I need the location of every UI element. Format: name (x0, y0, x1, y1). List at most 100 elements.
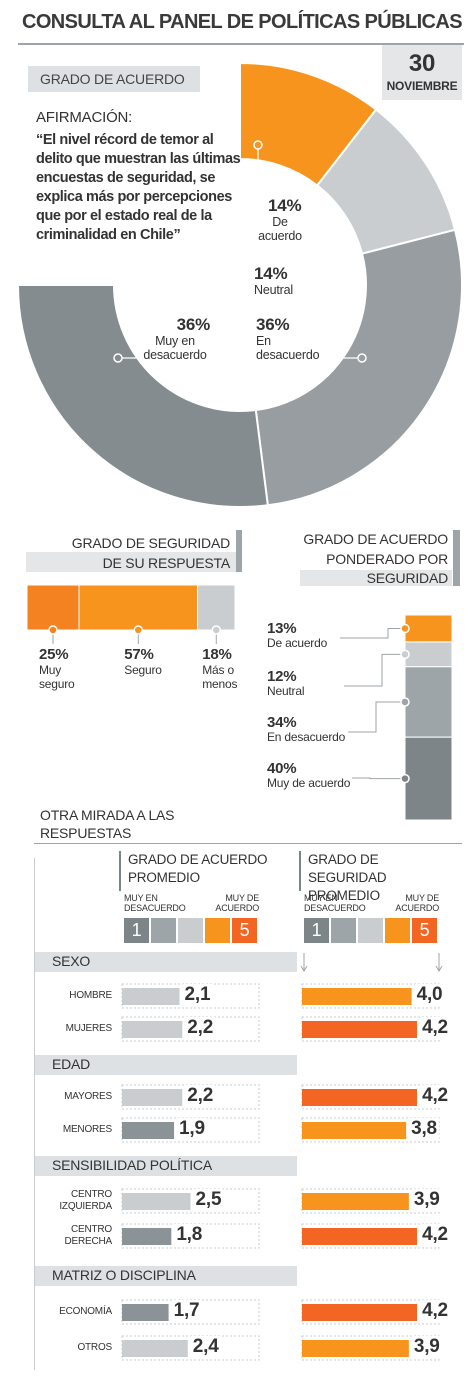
bar (122, 1228, 172, 1245)
stack-segment (404, 641, 453, 668)
group-strip (35, 952, 297, 972)
leader-dot (400, 697, 410, 707)
leader-dot (400, 623, 410, 634)
bar-value-label: 4,2 (420, 1017, 450, 1039)
stack-category-label: Neutral (267, 684, 305, 698)
scale-max: 5 (419, 920, 430, 940)
arrow-head (435, 965, 443, 972)
statement-text: “El nivel récord de temor al delito que … (36, 132, 241, 243)
group-label: EDAD (52, 1056, 91, 1072)
date-day: 30 (408, 50, 436, 77)
stack-segment (404, 614, 453, 643)
leader-dot (400, 773, 410, 784)
heading-bg (26, 552, 238, 572)
panel-heading-bar (299, 851, 301, 891)
heading-bar (453, 530, 460, 586)
panel-frame (34, 858, 35, 1370)
stack-value-label: 57% (124, 646, 154, 663)
chart-title: GRADO DE ACUERDO PONDERADO POR SEGURIDAD (303, 531, 448, 586)
scale-box (412, 918, 437, 943)
stack-value-label: 34% (267, 714, 297, 731)
panel-heading-bar (119, 851, 121, 891)
scale-max-label: MUY DE ACUERDO (395, 893, 439, 913)
bar (302, 1340, 409, 1357)
bar (302, 1304, 418, 1321)
stack-value-label: 18% (202, 646, 232, 663)
arrow-head (300, 965, 308, 972)
bar-value-label: 4,2 (420, 1085, 450, 1107)
row-label: HOMBRE (69, 990, 112, 1001)
bar (302, 1193, 409, 1210)
group-label: MATRIZ O DISCIPLINA (52, 1267, 196, 1283)
donut-value-label: 14% (268, 196, 302, 215)
group-strip (35, 1055, 297, 1075)
leader-line (257, 145, 268, 206)
bar-value-label: 1,8 (174, 1224, 205, 1246)
scale-min: 1 (131, 920, 142, 940)
row-label: OTROS (77, 1342, 112, 1353)
bar (302, 988, 412, 1005)
scale-box (151, 918, 176, 943)
scale-min-label: MUY EN DESACUERDO (304, 893, 366, 913)
bar-value-label: 1,9 (177, 1118, 207, 1140)
stack-segment (404, 736, 453, 821)
bar (122, 1122, 175, 1139)
leader-line (352, 777, 405, 780)
stack-value-label: 40% (267, 760, 297, 777)
bar-value-label: 3,9 (411, 1336, 442, 1358)
leader-dot (133, 625, 144, 635)
donut-segment (254, 228, 463, 507)
leader-dot (211, 625, 222, 635)
section-title: GRADO DE ACUERDO (40, 71, 185, 87)
donut-segment (16, 284, 269, 508)
stack-category-label: Más o menos (202, 663, 238, 691)
bar (122, 988, 180, 1005)
scale-max-label: MUY DE ACUERDO (215, 893, 259, 913)
row-label: MUJERES (65, 1023, 113, 1034)
stack-segment (197, 584, 236, 631)
bar (122, 1193, 191, 1210)
donut-category-label: Neutral (254, 283, 293, 297)
bar (302, 1122, 407, 1139)
panel-title: GRADO DE SEGURIDAD PROMEDIO (308, 852, 387, 903)
scale-box (385, 918, 410, 943)
scale-box (331, 918, 356, 943)
page-title: CONSULTA AL PANEL DE POLÍTICAS PÚBLICAS (22, 11, 463, 33)
stack-value-label: 12% (267, 668, 297, 685)
donut-value-label: 36% (176, 315, 211, 334)
group-strip (35, 1156, 297, 1176)
row-label: MAYORES (64, 1091, 112, 1102)
scale-max: 5 (239, 920, 250, 940)
bar-value-label: 2,1 (182, 984, 213, 1006)
stack-category-label: Muy seguro (39, 663, 75, 691)
donut-category-label: Muy en desacuerdo (143, 334, 207, 363)
row-label: CENTRO IZQUIERDA (59, 1189, 112, 1212)
panel-title: GRADO DE ACUERDO PROMEDIO (128, 852, 268, 885)
heading-bar (236, 530, 242, 572)
leader-dot (253, 140, 263, 150)
bar-value-label: 2,2 (185, 1017, 216, 1039)
row-label: ECONOMÍA (59, 1306, 112, 1317)
bar-value-label: 4,0 (414, 984, 445, 1006)
bar (302, 1089, 418, 1106)
stack-segment (404, 666, 453, 738)
group-strip (35, 1266, 297, 1286)
row-label: CENTRO DERECHA (64, 1224, 113, 1247)
statement-label: AFIRMACIÓN: (36, 109, 133, 126)
leader-line (348, 701, 405, 733)
stack-value-label: 13% (267, 620, 297, 637)
bar-value-label: 4,2 (420, 1224, 450, 1246)
bar (302, 1021, 418, 1038)
leader-line (344, 653, 405, 687)
stack-segment (26, 584, 80, 631)
group-label: SENSIBILIDAD POLÍTICA (52, 1157, 212, 1173)
scale-min: 1 (311, 920, 322, 940)
scale-box (124, 918, 149, 943)
section-rule (34, 843, 462, 844)
stack-category-label: En desacuerdo (267, 730, 346, 744)
leader-dot (400, 649, 410, 660)
section-title: OTRA MIRADA A LAS RESPUESTAS (40, 807, 175, 841)
scale-box (178, 918, 203, 943)
